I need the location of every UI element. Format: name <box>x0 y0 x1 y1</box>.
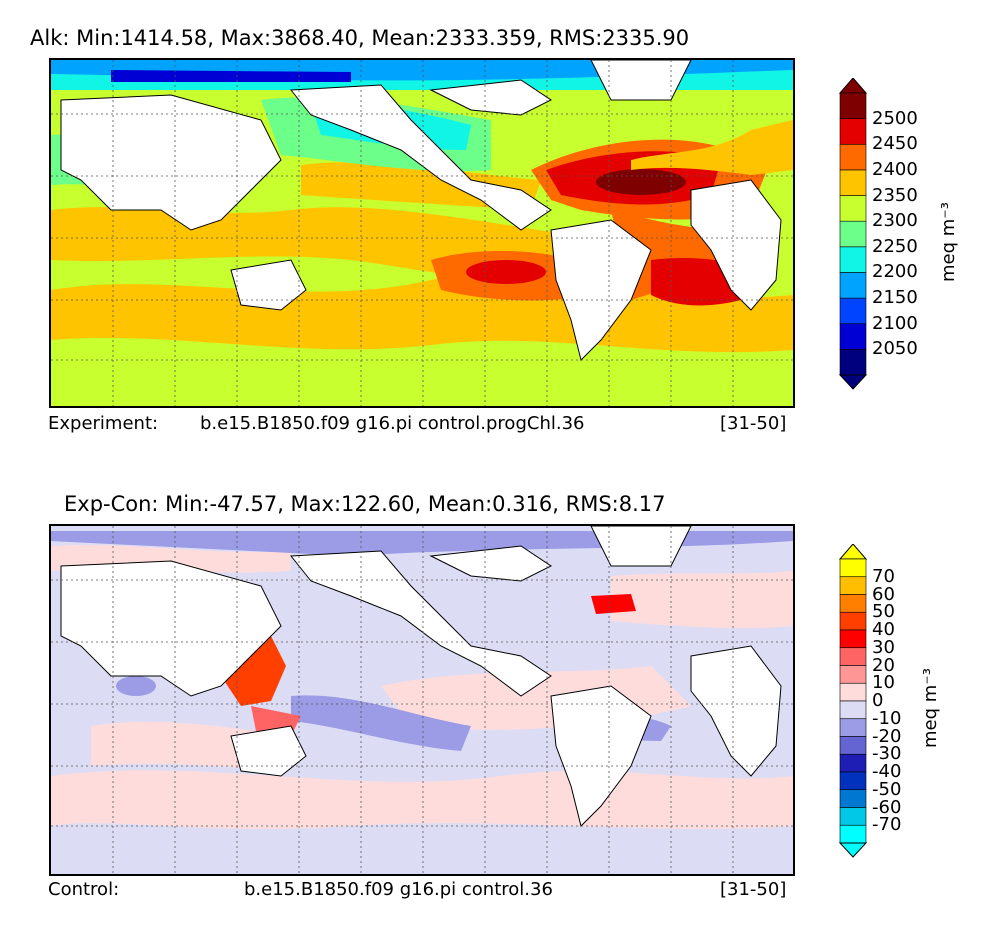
top-colorbar-segment <box>839 195 867 222</box>
top-colorbar-segment <box>839 272 867 299</box>
bottom-footer-label: Control: <box>48 879 120 900</box>
bottom-colorbar-segment <box>839 576 867 595</box>
top-footer-years: [31-50] <box>720 413 787 434</box>
bottom-colorbar-tick-label: -40 <box>872 761 902 782</box>
bottom-colorbar-tick-label: -30 <box>872 743 902 765</box>
bottom-colorbar-segment <box>839 700 867 720</box>
top-units-label: meq m⁻³ <box>938 201 959 282</box>
bottom-colorbar-tick-label: 70 <box>872 565 895 587</box>
bottom-colorbar-over-arrow <box>838 544 868 560</box>
top-colorbar-segment <box>839 349 867 376</box>
bottom-colorbar-segment <box>839 753 867 773</box>
top-colorbar-segment <box>839 297 867 325</box>
bottom-colorbar-tick-label: 20 <box>872 654 895 676</box>
top-colorbar-segment <box>839 220 867 248</box>
bottom-colorbar-tick-label: 10 <box>872 672 895 694</box>
bottom-colorbar <box>838 544 868 858</box>
top-colorbar-segment <box>839 143 867 171</box>
bottom-colorbar-segment <box>839 789 867 808</box>
bottom-colorbar-tick-label: -20 <box>872 725 902 747</box>
bottom-colorbar-segment <box>839 558 867 578</box>
top-colorbar-tick-label: 2400 <box>872 158 918 180</box>
top-colorbar-segment <box>839 323 867 350</box>
top-colorbar-tick-label: 2050 <box>872 338 918 360</box>
top-panel-title: Alk: Min:1414.58, Max:3868.40, Mean:2333… <box>30 26 690 50</box>
top-colorbar-tick-label: 2150 <box>872 287 918 309</box>
bottom-colorbar-segment <box>839 718 867 737</box>
bottom-footer-years: [31-50] <box>720 879 787 900</box>
bottom-colorbar-tick-label: 30 <box>872 636 895 658</box>
bottom-colorbar-tick-label: -60 <box>872 796 902 818</box>
top-colorbar-segment <box>839 92 867 119</box>
bottom-colorbar-tick-label: -50 <box>872 778 902 800</box>
top-colorbar-tick-label: 2250 <box>872 235 918 257</box>
bottom-map-canvas <box>51 526 793 874</box>
bottom-colorbar-tick-label: 50 <box>872 601 895 623</box>
bottom-colorbar-segment <box>839 647 867 666</box>
top-colorbar-tick-label: 2200 <box>872 261 918 283</box>
bottom-colorbar-segment <box>839 824 867 844</box>
bottom-units-label: meq m⁻³ <box>920 667 941 748</box>
top-colorbar-tick-label: 2500 <box>872 107 918 129</box>
top-colorbar <box>838 78 868 390</box>
top-colorbar-segment <box>839 169 867 196</box>
bottom-colorbar-under-arrow <box>838 842 868 858</box>
bottom-colorbar-tick-label: 60 <box>872 583 895 605</box>
top-map-canvas <box>51 60 793 406</box>
bottom-colorbar-segment <box>839 771 867 791</box>
top-colorbar-tick-label: 2350 <box>872 184 918 206</box>
bottom-colorbar-segment <box>839 594 867 613</box>
bottom-colorbar-tick-label: -70 <box>872 814 902 836</box>
bottom-colorbar-segment <box>839 629 867 649</box>
top-colorbar-segment <box>839 118 867 145</box>
top-alkalinity-map <box>49 58 795 408</box>
bottom-colorbar-tick-label: 40 <box>872 619 895 640</box>
top-colorbar-tick-label: 2450 <box>872 133 918 155</box>
top-colorbar-over-arrow <box>838 78 868 94</box>
top-colorbar-tick-label: 2300 <box>872 210 918 232</box>
top-colorbar-under-arrow <box>838 374 868 390</box>
bottom-colorbar-tick-label: 0 <box>872 690 884 711</box>
bottom-difference-map <box>49 524 795 876</box>
bottom-panel-title: Exp-Con: Min:-47.57, Max:122.60, Mean:0.… <box>64 492 666 516</box>
bottom-colorbar-segment <box>839 807 867 826</box>
bottom-colorbar-segment <box>839 736 867 755</box>
bottom-colorbar-segment <box>839 682 867 702</box>
bottom-footer-case: b.e15.B1850.f09 g16.pi control.36 <box>244 879 553 900</box>
top-colorbar-tick-label: 2100 <box>872 312 918 334</box>
bottom-colorbar-tick-label: -10 <box>872 707 902 729</box>
bottom-colorbar-segment <box>839 665 867 684</box>
top-colorbar-segment <box>839 246 867 273</box>
bottom-colorbar-segment <box>839 611 867 631</box>
top-footer-case: b.e15.B1850.f09 g16.pi control.progChl.3… <box>200 413 585 434</box>
top-footer-label: Experiment: <box>48 413 159 434</box>
